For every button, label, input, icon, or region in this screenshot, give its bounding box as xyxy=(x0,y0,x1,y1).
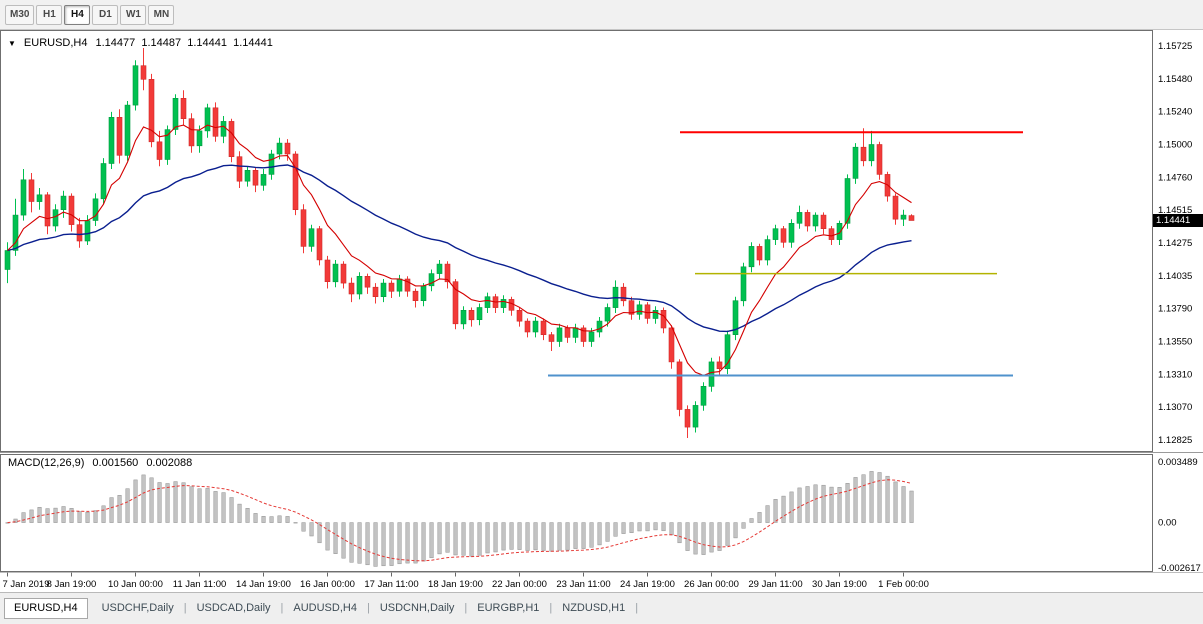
macd-axis-label: -0.002617 xyxy=(1158,563,1201,574)
time-axis-label: 30 Jan 19:00 xyxy=(812,579,867,590)
price-axis-label: 1.15000 xyxy=(1158,140,1192,151)
current-price-tag: 1.14441 xyxy=(1153,214,1203,227)
tab-separator: | xyxy=(549,602,553,614)
price-axis-label: 1.13790 xyxy=(1158,304,1192,315)
tab-separator: | xyxy=(183,602,187,614)
tab-separator: | xyxy=(366,602,370,614)
main-chart-frame xyxy=(0,30,1153,452)
time-axis-label: 24 Jan 19:00 xyxy=(620,579,675,590)
price-axis-label: 1.14760 xyxy=(1158,172,1192,183)
macd-histogram xyxy=(5,471,914,567)
time-axis-label: 22 Jan 00:00 xyxy=(492,579,547,590)
price-axis-label: 1.13550 xyxy=(1158,337,1192,348)
slow-ma-line xyxy=(7,164,912,333)
time-axis-label: 1 Feb 00:00 xyxy=(878,579,929,590)
tab-usdcad-daily[interactable]: USDCAD,Daily xyxy=(196,602,271,614)
macd-signal-line xyxy=(7,479,912,562)
symbol-dropdown-icon[interactable]: ▼ xyxy=(8,38,16,48)
time-axis-label: 16 Jan 00:00 xyxy=(300,579,355,590)
macd-axis-label: 0.003489 xyxy=(1158,457,1198,468)
macd-signal-value: 0.002088 xyxy=(146,457,193,469)
chart-tabs: EURUSD,H4 USDCHF,Daily | USDCAD,Daily | AUDUS… xyxy=(0,592,1203,623)
price-axis-label: 1.15480 xyxy=(1158,74,1192,85)
tab-usdcnh-daily[interactable]: USDCNH,Daily xyxy=(379,602,455,614)
timeframe-button-m30[interactable]: M30 xyxy=(5,4,35,25)
price-axis-label: 1.15240 xyxy=(1158,107,1192,118)
price-axis-label: 1.13310 xyxy=(1158,369,1192,380)
timeframe-button-w1[interactable]: W1 xyxy=(120,4,147,25)
timeframe-toolbar: M30 H1 H4 D1 W1 MN xyxy=(0,0,1203,30)
price-axis: 1.15725 1.15480 1.15240 1.15000 1.14760 1.145… xyxy=(1158,41,1192,446)
time-axis-label: 11 Jan 11:00 xyxy=(173,579,227,590)
tab-usdchf-daily[interactable]: USDCHF,Daily xyxy=(101,602,174,614)
price-axis-label: 1.14515 xyxy=(1158,205,1192,216)
macd-panel-frame xyxy=(0,454,1153,572)
time-axis-label: 7 Jan 2019 xyxy=(2,579,49,590)
price-axis-label: 1.15725 xyxy=(1158,41,1192,52)
time-axis-label: 23 Jan 11:00 xyxy=(556,579,610,590)
timeframe-button-mn[interactable]: MN xyxy=(148,4,175,25)
time-axis-label: 10 Jan 00:00 xyxy=(108,579,163,590)
tab-audusd-h4[interactable]: AUDUSD,H4 xyxy=(293,602,357,614)
macd-axis-label: 0.00 xyxy=(1158,518,1177,529)
time-axis-label: 17 Jan 11:00 xyxy=(364,579,418,590)
chart-symbol-label: EURUSD,H4 xyxy=(23,37,88,49)
tab-separator: | xyxy=(464,602,468,614)
chart-title: ▼ EURUSD,H4 1.14477 1.14487 1.14441 1.14… xyxy=(8,37,273,49)
tab-eurusd-h4[interactable]: EURUSD,H4 xyxy=(4,597,88,619)
macd-indicator-label: MACD(12,26,9) 0.001560 0.002088 xyxy=(8,457,192,469)
timeframe-button-h1[interactable]: H1 xyxy=(36,4,63,25)
price-axis-label: 1.14035 xyxy=(1158,271,1192,282)
time-axis-label: 14 Jan 19:00 xyxy=(236,579,291,590)
chart-container: 1.15725 1.15480 1.15240 1.15000 1.14760 1.145… xyxy=(0,30,1203,592)
tab-separator: | xyxy=(280,602,284,614)
time-axis-label: 29 Jan 11:00 xyxy=(748,579,802,590)
macd-value: 0.001560 xyxy=(92,457,139,469)
tab-nzdusd-h1[interactable]: NZDUSD,H1 xyxy=(562,602,626,614)
price-axis-label: 1.13070 xyxy=(1158,402,1192,413)
chart-ohlc-label: 1.14477 1.14487 1.14441 1.14441 xyxy=(95,37,273,49)
tab-eurgbp-h1[interactable]: EURGBP,H1 xyxy=(477,602,540,614)
timeframe-button-h4[interactable]: H4 xyxy=(64,4,91,25)
time-axis-label: 26 Jan 00:00 xyxy=(684,579,739,590)
price-chart-canvas[interactable]: 1.15725 1.15480 1.15240 1.15000 1.14760 1.145… xyxy=(0,30,1203,592)
price-axis-label: 1.14275 xyxy=(1158,238,1192,249)
fast-ma-line xyxy=(7,124,912,376)
time-axis-label: 8 Jan 19:00 xyxy=(47,579,97,590)
macd-name: MACD(12,26,9) xyxy=(8,457,85,469)
time-axis-label: 18 Jan 19:00 xyxy=(428,579,483,590)
timeframe-button-d1[interactable]: D1 xyxy=(92,4,119,25)
price-axis-label: 1.12825 xyxy=(1158,435,1192,446)
tab-separator: | xyxy=(635,602,639,614)
